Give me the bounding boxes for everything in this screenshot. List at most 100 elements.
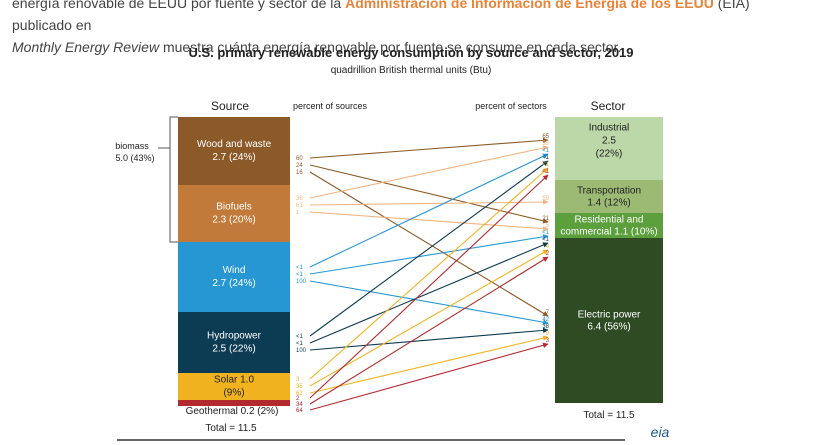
link <box>309 145 549 199</box>
sector-box <box>555 180 663 213</box>
label: 9 <box>546 331 550 337</box>
publication: Monthly Energy Review <box>12 39 160 55</box>
link <box>309 234 549 275</box>
label: Wind <box>223 265 246 276</box>
link <box>309 342 549 411</box>
label: 5 <box>546 223 550 229</box>
label: Biofuels <box>216 202 252 213</box>
label: 36 <box>296 196 303 202</box>
text: muestra cuánta energía renovable por fue… <box>159 39 622 55</box>
label: <1 <box>542 148 550 154</box>
source-box <box>178 400 290 406</box>
text: (EIA) publicado en <box>12 0 750 33</box>
label: Residential and <box>575 215 644 226</box>
link <box>309 335 549 394</box>
label: percent of sectors <box>475 101 547 111</box>
label: <1 <box>542 155 550 161</box>
label: <1 <box>542 230 550 236</box>
label: <1 <box>296 265 304 271</box>
label: 65 <box>542 134 549 140</box>
link <box>309 249 549 387</box>
label: Geothermal 0.2 (2%) <box>186 406 279 417</box>
label: 62 <box>296 391 303 397</box>
source-box <box>178 312 290 373</box>
label: percent of sources <box>293 101 368 111</box>
label: 3 <box>296 377 300 383</box>
label: 2.5 (22%) <box>212 344 255 355</box>
link <box>309 167 549 380</box>
label: 16 <box>296 170 303 176</box>
sector-box <box>555 238 663 403</box>
biomass-bracket <box>169 116 178 243</box>
label: quadrillion British thermal units (Btu) <box>331 65 492 76</box>
label: <1 <box>296 341 304 347</box>
label: 38 <box>542 324 549 330</box>
label: 2.3 (20%) <box>212 215 255 226</box>
label: 24 <box>296 163 303 169</box>
label: <1 <box>296 334 304 340</box>
label: (22%) <box>596 149 623 160</box>
label: Total = 11.5 <box>205 423 257 434</box>
label: 1.4 (12%) <box>587 198 630 209</box>
label: 7 <box>546 310 550 316</box>
label: Transportation <box>577 186 641 197</box>
link <box>309 256 549 405</box>
label: 60 <box>296 156 303 162</box>
label: eia <box>651 424 670 440</box>
link <box>309 242 549 344</box>
link <box>309 327 549 351</box>
source-box <box>178 242 290 312</box>
label: 21 <box>542 216 549 222</box>
source-box <box>178 373 290 400</box>
label: 100 <box>296 348 307 354</box>
link <box>309 211 549 232</box>
label: 2.7 (24%) <box>212 152 255 163</box>
link <box>309 153 549 268</box>
label: Solar 1.0 <box>214 375 254 386</box>
label: <1 <box>542 162 550 168</box>
label: 1 <box>296 210 300 216</box>
label: 100 <box>296 279 307 285</box>
link <box>309 160 549 337</box>
link[interactable]: Administración de Información de Energía… <box>345 0 714 11</box>
label: 42 <box>542 317 549 323</box>
label: Hydropower <box>207 331 262 342</box>
label: Total = 11.5 <box>583 410 635 421</box>
label: 35 <box>296 384 303 390</box>
label: 5.0 (43%) <box>115 153 154 163</box>
sector-box <box>555 213 663 238</box>
label: commercial 1.1 (10%) <box>560 227 657 238</box>
label: 61 <box>296 203 303 209</box>
link <box>309 171 549 317</box>
label: 2 <box>296 396 300 402</box>
label: Source <box>211 99 249 113</box>
sector-box <box>555 117 663 180</box>
label: 35 <box>542 141 549 147</box>
label: 2.7 (24%) <box>212 278 255 289</box>
label: (9%) <box>223 388 244 399</box>
label: 6.4 (56%) <box>587 322 630 333</box>
label: Electric power <box>578 310 641 321</box>
label: Industrial <box>589 123 630 134</box>
label: 59 <box>542 196 549 202</box>
label: <1 <box>542 237 550 243</box>
label: 2 <box>546 251 550 257</box>
source-box <box>178 185 290 242</box>
label: U.S. primary renewable energy consumptio… <box>188 45 633 60</box>
label: biomass <box>115 141 149 151</box>
intro-text: energía renovable de EEUU por fuente y s… <box>12 0 812 58</box>
link <box>309 174 549 399</box>
link <box>309 137 549 159</box>
label: 34 <box>296 402 303 408</box>
label: <1 <box>542 169 550 175</box>
label: 3 <box>546 338 550 344</box>
label: 2.5 <box>602 136 616 147</box>
label: 4 <box>546 244 550 250</box>
label: 64 <box>296 408 303 414</box>
text: energía renovable de EEUU por fuente y s… <box>12 0 346 11</box>
label: <1 <box>296 272 304 278</box>
label: Wood and waste <box>197 139 272 150</box>
link <box>309 199 549 206</box>
